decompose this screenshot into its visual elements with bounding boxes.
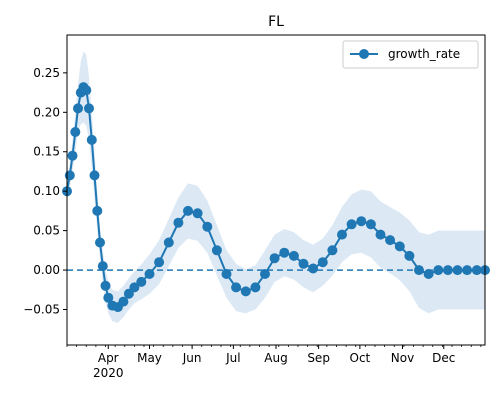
y-tick-label: −0.05 [23, 303, 60, 317]
data-point [136, 276, 147, 287]
data-point [67, 150, 78, 161]
data-point [100, 280, 111, 291]
y-tick-label: 0.25 [33, 66, 60, 80]
data-point [404, 250, 415, 261]
data-point [81, 85, 92, 96]
y-tick-label: 0.20 [33, 105, 60, 119]
data-point [433, 265, 444, 276]
data-point [231, 282, 242, 293]
data-point [192, 208, 203, 219]
data-point [452, 265, 463, 276]
x-tick-label: Aug [264, 351, 287, 365]
data-point [462, 265, 473, 276]
data-point [279, 247, 290, 258]
data-point [129, 282, 140, 293]
data-point [240, 286, 251, 297]
data-point [163, 237, 174, 248]
data-point [365, 219, 376, 230]
y-tick-label: 0.00 [33, 263, 60, 277]
y-tick-label: 0.15 [33, 145, 60, 159]
x-tick-label: Sep [307, 351, 330, 365]
data-point [103, 292, 114, 303]
data-point [288, 250, 299, 261]
data-point [327, 245, 338, 256]
data-point [423, 269, 434, 279]
data-point [89, 170, 100, 181]
data-point [375, 229, 386, 240]
data-point [250, 282, 261, 293]
y-tick-label: 0.05 [33, 224, 60, 238]
data-point [92, 205, 103, 216]
y-tick-label: 0.10 [33, 184, 60, 198]
data-point [154, 257, 165, 268]
x-tick-label: Oct [350, 351, 371, 365]
data-point [64, 170, 75, 181]
data-point [471, 265, 482, 276]
x-tick-label: May [137, 351, 162, 365]
data-point [269, 253, 280, 264]
data-point [73, 103, 83, 114]
data-point [346, 219, 357, 230]
data-point [308, 263, 319, 274]
x-tick-label: Nov [391, 351, 414, 365]
data-point [221, 269, 232, 279]
legend-label: growth_rate [388, 47, 460, 61]
data-point [317, 257, 328, 268]
x-tick-label: Dec [432, 351, 455, 365]
data-point [414, 265, 424, 276]
legend: growth_rate [342, 40, 479, 69]
data-point [211, 245, 222, 256]
x-tick-label: Apr [98, 351, 119, 365]
legend-marker [359, 49, 369, 59]
confidence-band [67, 51, 485, 323]
data-point [70, 127, 81, 137]
data-point [385, 235, 396, 246]
plot-area [62, 51, 490, 323]
data-point [144, 269, 155, 279]
x-tick-label: Jul [225, 351, 240, 365]
legend-box [342, 40, 479, 69]
data-point [86, 134, 97, 145]
data-point [394, 241, 405, 252]
data-point [356, 216, 367, 227]
data-point [173, 217, 184, 228]
data-point [95, 237, 105, 248]
x-tick-year-label: 2020 [93, 366, 124, 380]
data-point [202, 221, 213, 232]
series-line-growth-rate [66, 85, 485, 309]
data-point [97, 261, 108, 272]
chart-title: FL [268, 14, 284, 30]
data-point [442, 265, 453, 276]
data-point [260, 269, 270, 279]
data-point [337, 229, 347, 240]
x-tick-label: Jun [182, 351, 202, 365]
data-point [298, 258, 309, 269]
y-axis: −0.05 0.00 0.05 0.10 0.15 0.20 0.25 [23, 66, 67, 317]
data-point [84, 103, 94, 114]
data-point [118, 296, 129, 307]
data-point [183, 205, 193, 216]
